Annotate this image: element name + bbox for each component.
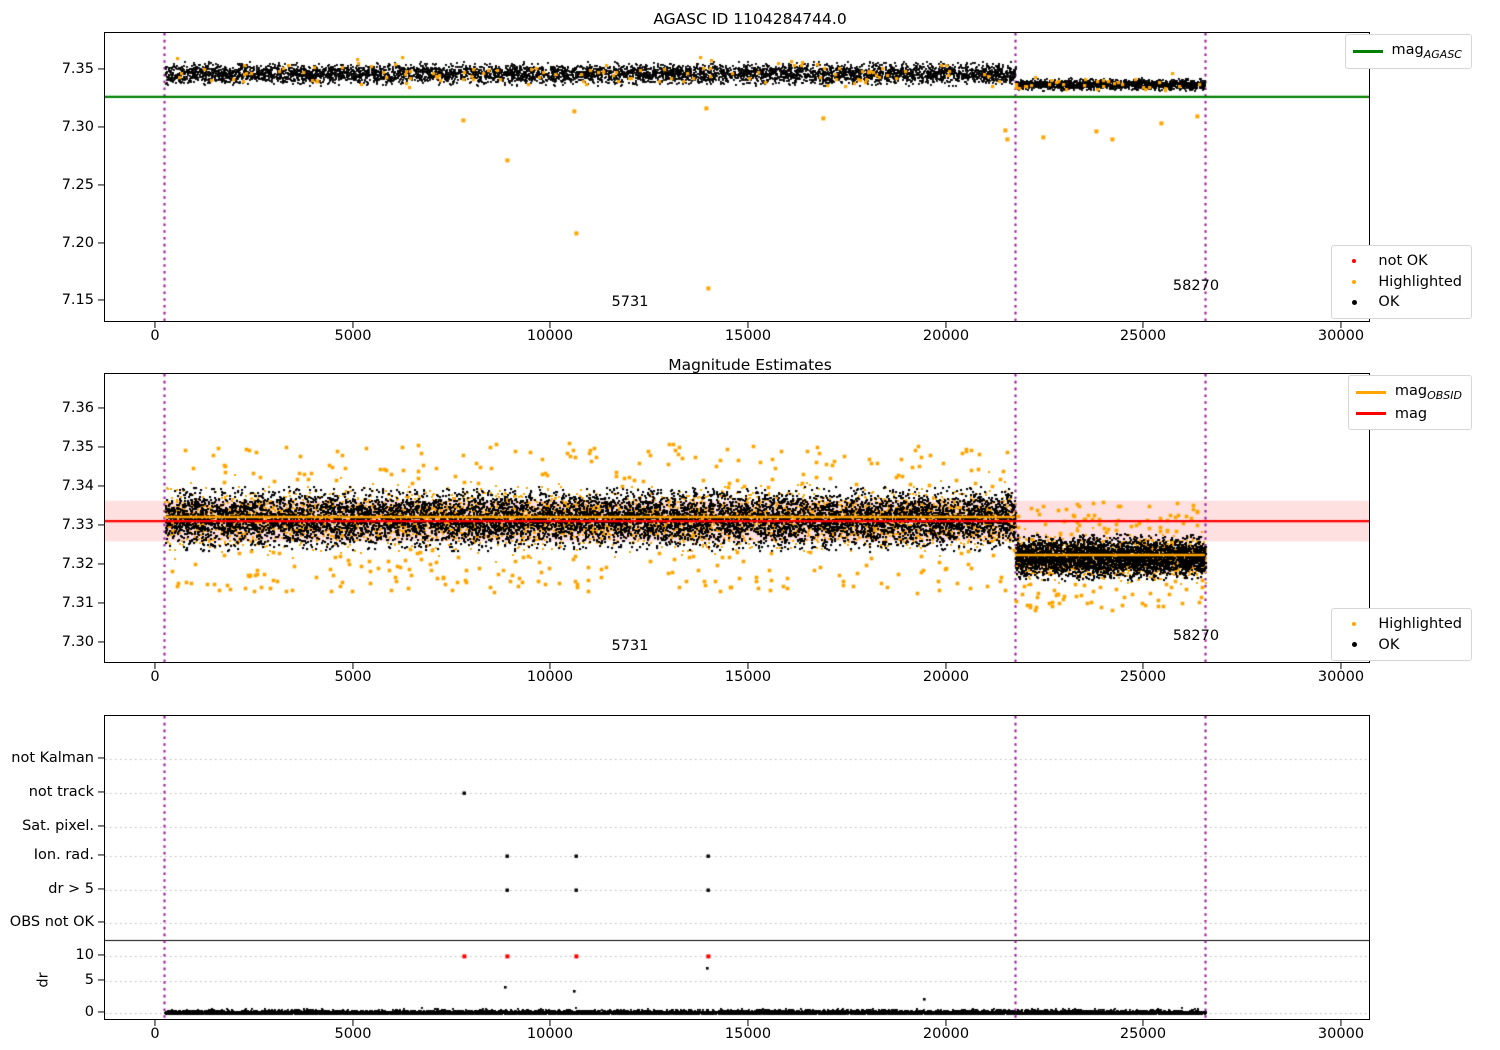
panel2-ytick-labels: 7.36 7.35 7.34 7.33 7.32 7.31 7.30: [8, 350, 94, 705]
legend-item-ok[interactable]: OK: [1339, 635, 1462, 656]
flag-label-not-track: not track: [28, 784, 94, 800]
xtick-label: 0: [150, 669, 160, 685]
legend-label: OK: [1378, 294, 1400, 311]
ytick-label: 7.34: [61, 478, 94, 494]
xtick-label: 20000: [922, 669, 970, 685]
ytick-label: 7.31: [61, 595, 94, 611]
legend-item-mag[interactable]: mag: [1355, 404, 1462, 425]
legend-dot-orange: [1339, 272, 1369, 293]
dr-axis-label: dr: [35, 972, 52, 988]
xtick-label: 25000: [1119, 328, 1167, 344]
legend-label: Highlighted: [1378, 273, 1462, 290]
xtick-label: 15000: [724, 1026, 772, 1042]
legend-item-highlighted[interactable]: Highlighted: [1339, 272, 1462, 293]
xtick-label: 0: [150, 328, 160, 344]
panel3-flag-labels: not Kalman not track Sat. pixel. Ion. ra…: [8, 700, 94, 1050]
legend-dot-red: [1339, 251, 1369, 272]
panel2-scatter-canvas: [105, 374, 1369, 662]
legend-dot-black: [1339, 635, 1369, 656]
ytick-label: 7.20: [61, 235, 94, 251]
legend-label: magAGASC: [1391, 42, 1462, 61]
obsid-annotation-58270: 58270: [1172, 278, 1220, 294]
legend-item-ok[interactable]: OK: [1339, 292, 1462, 313]
figure-title: AGASC ID 1104284744.0: [653, 10, 847, 28]
xtick-label: 25000: [1119, 669, 1167, 685]
xtick-label: 15000: [724, 328, 772, 344]
flag-label-sat-pixel: Sat. pixel.: [22, 818, 94, 834]
panel2-legend-points[interactable]: Highlighted OK: [1331, 608, 1472, 662]
panel-flags-dr: not Kalman not track Sat. pixel. Ion. ra…: [0, 700, 1500, 1050]
obsid-annotation-5731: 5731: [611, 638, 649, 654]
xtick-label: 15000: [724, 669, 772, 685]
ytick-label: 7.33: [61, 517, 94, 533]
panel-agasc-magnitude: AGASC ID 1104284744.0 7.35 7.30 7.25 7.2…: [0, 0, 1500, 360]
xtick-label: 10000: [526, 328, 574, 344]
panel1-ytick-labels: 7.35 7.30 7.25 7.20 7.15: [8, 0, 94, 360]
xtick-label: 5000: [334, 669, 372, 685]
legend-item-mag-agasc[interactable]: magAGASC: [1352, 40, 1462, 63]
ytick-label: 7.30: [61, 634, 94, 650]
flag-label-not-kalman: not Kalman: [11, 750, 94, 766]
legend-label: magOBSID: [1394, 383, 1462, 402]
legend-label: Highlighted: [1378, 616, 1462, 632]
xtick-label: 30000: [1317, 1026, 1365, 1042]
legend-item-not-ok[interactable]: not OK: [1339, 251, 1462, 272]
dr-ytick-label: 5: [84, 972, 94, 988]
xtick-label: 0: [150, 1026, 160, 1042]
flag-label-dr-gt-5: dr > 5: [48, 881, 94, 897]
ytick-label: 7.15: [61, 292, 94, 308]
xtick-label: 10000: [526, 669, 574, 685]
legend-line-swatch-orange: [1355, 390, 1386, 394]
ytick-label: 7.36: [61, 400, 94, 416]
flag-label-ion-rad: Ion. rad.: [33, 847, 94, 863]
ytick-label: 7.25: [61, 177, 94, 193]
panel1-axes: [104, 32, 1370, 322]
legend-label: not OK: [1378, 253, 1428, 269]
legend-item-highlighted[interactable]: Highlighted: [1339, 614, 1462, 635]
ytick-label: 7.30: [61, 119, 94, 135]
xtick-label: 5000: [334, 1026, 372, 1042]
panel1-legend-line[interactable]: magAGASC: [1344, 34, 1472, 69]
panel3-flags-canvas: [105, 716, 1369, 1019]
panel3-xtick-labels: 0 5000 10000 15000 20000 25000 30000: [104, 1020, 1370, 1050]
ytick-label: 7.35: [61, 61, 94, 77]
xtick-label: 20000: [922, 1026, 970, 1042]
dr-ytick-label: 0: [84, 1004, 94, 1020]
legend-line-swatch-green: [1352, 49, 1383, 53]
flag-label-obs-not-ok: OBS not OK: [9, 914, 94, 930]
panel2-title: Magnitude Estimates: [668, 356, 832, 374]
panel1-scatter-canvas: [105, 33, 1369, 321]
legend-label: mag: [1394, 405, 1428, 422]
legend-dot-orange: [1339, 614, 1369, 635]
ytick-label: 7.32: [61, 556, 94, 572]
xtick-label: 30000: [1317, 328, 1365, 344]
panel2-legend-lines[interactable]: magOBSID mag: [1347, 375, 1472, 431]
ytick-label: 7.35: [61, 439, 94, 455]
dr-ytick-label: 10: [75, 947, 94, 963]
panel3-axes: [104, 715, 1370, 1020]
xtick-label: 30000: [1317, 669, 1365, 685]
xtick-label: 25000: [1119, 1026, 1167, 1042]
legend-line-swatch-red: [1355, 412, 1386, 416]
legend-label: OK: [1378, 636, 1400, 653]
legend-item-mag-obsid[interactable]: magOBSID: [1355, 381, 1462, 404]
xtick-label: 5000: [334, 328, 372, 344]
legend-dot-black: [1339, 292, 1369, 313]
obsid-annotation-5731: 5731: [611, 294, 649, 310]
panel2-xtick-labels: 0 5000 10000 15000 20000 25000 30000: [104, 663, 1370, 693]
panel1-legend-points[interactable]: not OK Highlighted OK: [1331, 245, 1472, 319]
panel2-axes: [104, 373, 1370, 663]
xtick-label: 20000: [922, 328, 970, 344]
obsid-annotation-58270: 58270: [1172, 628, 1220, 644]
xtick-label: 10000: [526, 1026, 574, 1042]
panel-magnitude-estimates: Magnitude Estimates 7.36 7.35 7.34 7.33 …: [0, 350, 1500, 705]
panel1-xtick-labels: 0 5000 10000 15000 20000 25000 30000: [104, 322, 1370, 352]
